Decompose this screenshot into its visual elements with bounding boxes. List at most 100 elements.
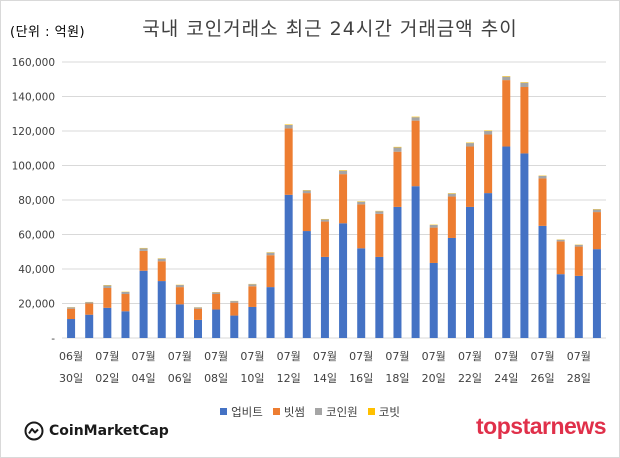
bar-segment	[194, 319, 202, 338]
x-tick-label-month: 07월	[349, 350, 373, 363]
x-tick-label-day: 08일	[204, 371, 228, 385]
bar-segment	[339, 174, 348, 224]
x-tick-label-month: 07월	[240, 350, 264, 363]
bar-segment	[520, 87, 529, 154]
x-tick-label-month: 07월	[168, 350, 192, 363]
y-tick-label: 160,000	[12, 57, 55, 69]
bar-segment	[212, 292, 221, 295]
bar-segment	[103, 285, 112, 288]
x-tick-label-month: 07월	[385, 350, 409, 363]
x-tick-label-day: 20일	[422, 371, 446, 385]
bar-segment	[85, 302, 94, 304]
bar-segment	[538, 178, 547, 226]
y-tick-label: 100,000	[12, 161, 55, 173]
bar-segment	[466, 143, 474, 147]
bar-segment	[139, 248, 148, 251]
bar-segment	[393, 151, 402, 207]
bar-segment	[175, 287, 184, 305]
bar-segment	[85, 303, 94, 315]
bar-segment	[357, 248, 366, 338]
x-tick-label-day: 26일	[530, 371, 554, 385]
bar-segment	[429, 225, 438, 228]
bar-segment	[266, 287, 275, 338]
bar-segment	[194, 308, 202, 320]
x-tick-label-day: 02일	[95, 371, 119, 385]
chart-title: 국내 코인거래소 최근 24시간 거래금액 추이	[142, 18, 518, 40]
y-tick-label: 140,000	[12, 92, 55, 104]
bar-segment	[103, 287, 112, 308]
x-tick-label-day: 10일	[240, 371, 264, 385]
bar-segment	[429, 262, 438, 338]
x-tick-label-day: 06일	[168, 371, 192, 385]
legend-item: 빗썸	[272, 404, 305, 420]
bar-segment	[67, 308, 76, 320]
bar-segment	[139, 250, 148, 271]
y-tick-label: 20,000	[18, 299, 55, 311]
bar-segment	[121, 311, 130, 338]
bar-segment	[194, 307, 202, 309]
legend-swatch	[220, 408, 228, 415]
bar-segment	[357, 201, 366, 205]
bar-segment	[230, 301, 239, 303]
x-tick-label-month: 07월	[313, 350, 337, 363]
x-tick-label-month: 07월	[132, 350, 156, 363]
bar-segment	[574, 244, 583, 247]
bar-segment	[212, 309, 221, 338]
coinmarketcap-text: CoinMarketCap	[49, 423, 169, 439]
unit-label: (단위 : 억원)	[10, 25, 86, 40]
bar-segment	[103, 307, 112, 338]
bar-segment	[230, 315, 239, 338]
bar-segment	[85, 314, 94, 338]
bar-segment	[520, 153, 529, 338]
bar-segment	[67, 307, 76, 309]
bar-segment	[538, 225, 547, 339]
bar-segment	[484, 131, 493, 135]
bar-segment	[284, 124, 293, 125]
bar-segment	[466, 142, 474, 144]
bar-segment	[339, 170, 348, 171]
bar-segment	[520, 82, 529, 83]
bar-segment	[538, 175, 547, 179]
bar-segment	[592, 212, 601, 250]
bar-segment	[248, 306, 257, 338]
bar-segment	[484, 134, 493, 194]
x-tick-label-month: 06월	[59, 350, 83, 363]
bar-segment	[466, 206, 474, 338]
bar-segment	[339, 223, 348, 338]
bar-segment	[411, 186, 420, 338]
bar-segment	[212, 294, 221, 310]
bar-segment	[157, 258, 166, 262]
bar-segment	[556, 239, 565, 242]
bar-segment	[574, 246, 583, 276]
bar-segment	[248, 286, 257, 307]
bar-segment	[320, 221, 329, 257]
bar-segment	[375, 211, 384, 214]
bar-segment	[502, 76, 511, 77]
x-tick-label-month: 07월	[494, 350, 518, 363]
x-tick-label-month: 07월	[530, 350, 554, 363]
bar-segment	[230, 302, 239, 316]
x-tick-label-day: 24일	[494, 371, 518, 385]
y-tick-label: -	[51, 333, 55, 345]
bar-segment	[411, 120, 420, 187]
bar-segment	[121, 291, 130, 295]
bar-segment	[284, 128, 293, 195]
legend-item: 업비트	[220, 404, 263, 420]
x-tick-label-month: 07월	[422, 350, 446, 363]
x-tick-label-month: 07월	[204, 350, 228, 363]
x-tick-label-day: 18일	[385, 371, 409, 385]
bar-segment	[339, 170, 348, 175]
bar-segment	[447, 193, 456, 197]
x-tick-label-day: 04일	[132, 371, 156, 385]
x-tick-label-month: 07월	[95, 350, 119, 363]
coinmarketcap-logo: CoinMarketCap	[24, 421, 169, 441]
bar-segment	[121, 294, 130, 312]
legend-label: 업비트	[231, 405, 263, 419]
bar-segment	[502, 80, 511, 147]
bar-segment	[447, 237, 456, 338]
bar-segment	[284, 124, 293, 129]
bar-segment	[175, 304, 184, 338]
bar-segment	[375, 256, 384, 338]
legend-label: 코인원	[326, 405, 358, 419]
